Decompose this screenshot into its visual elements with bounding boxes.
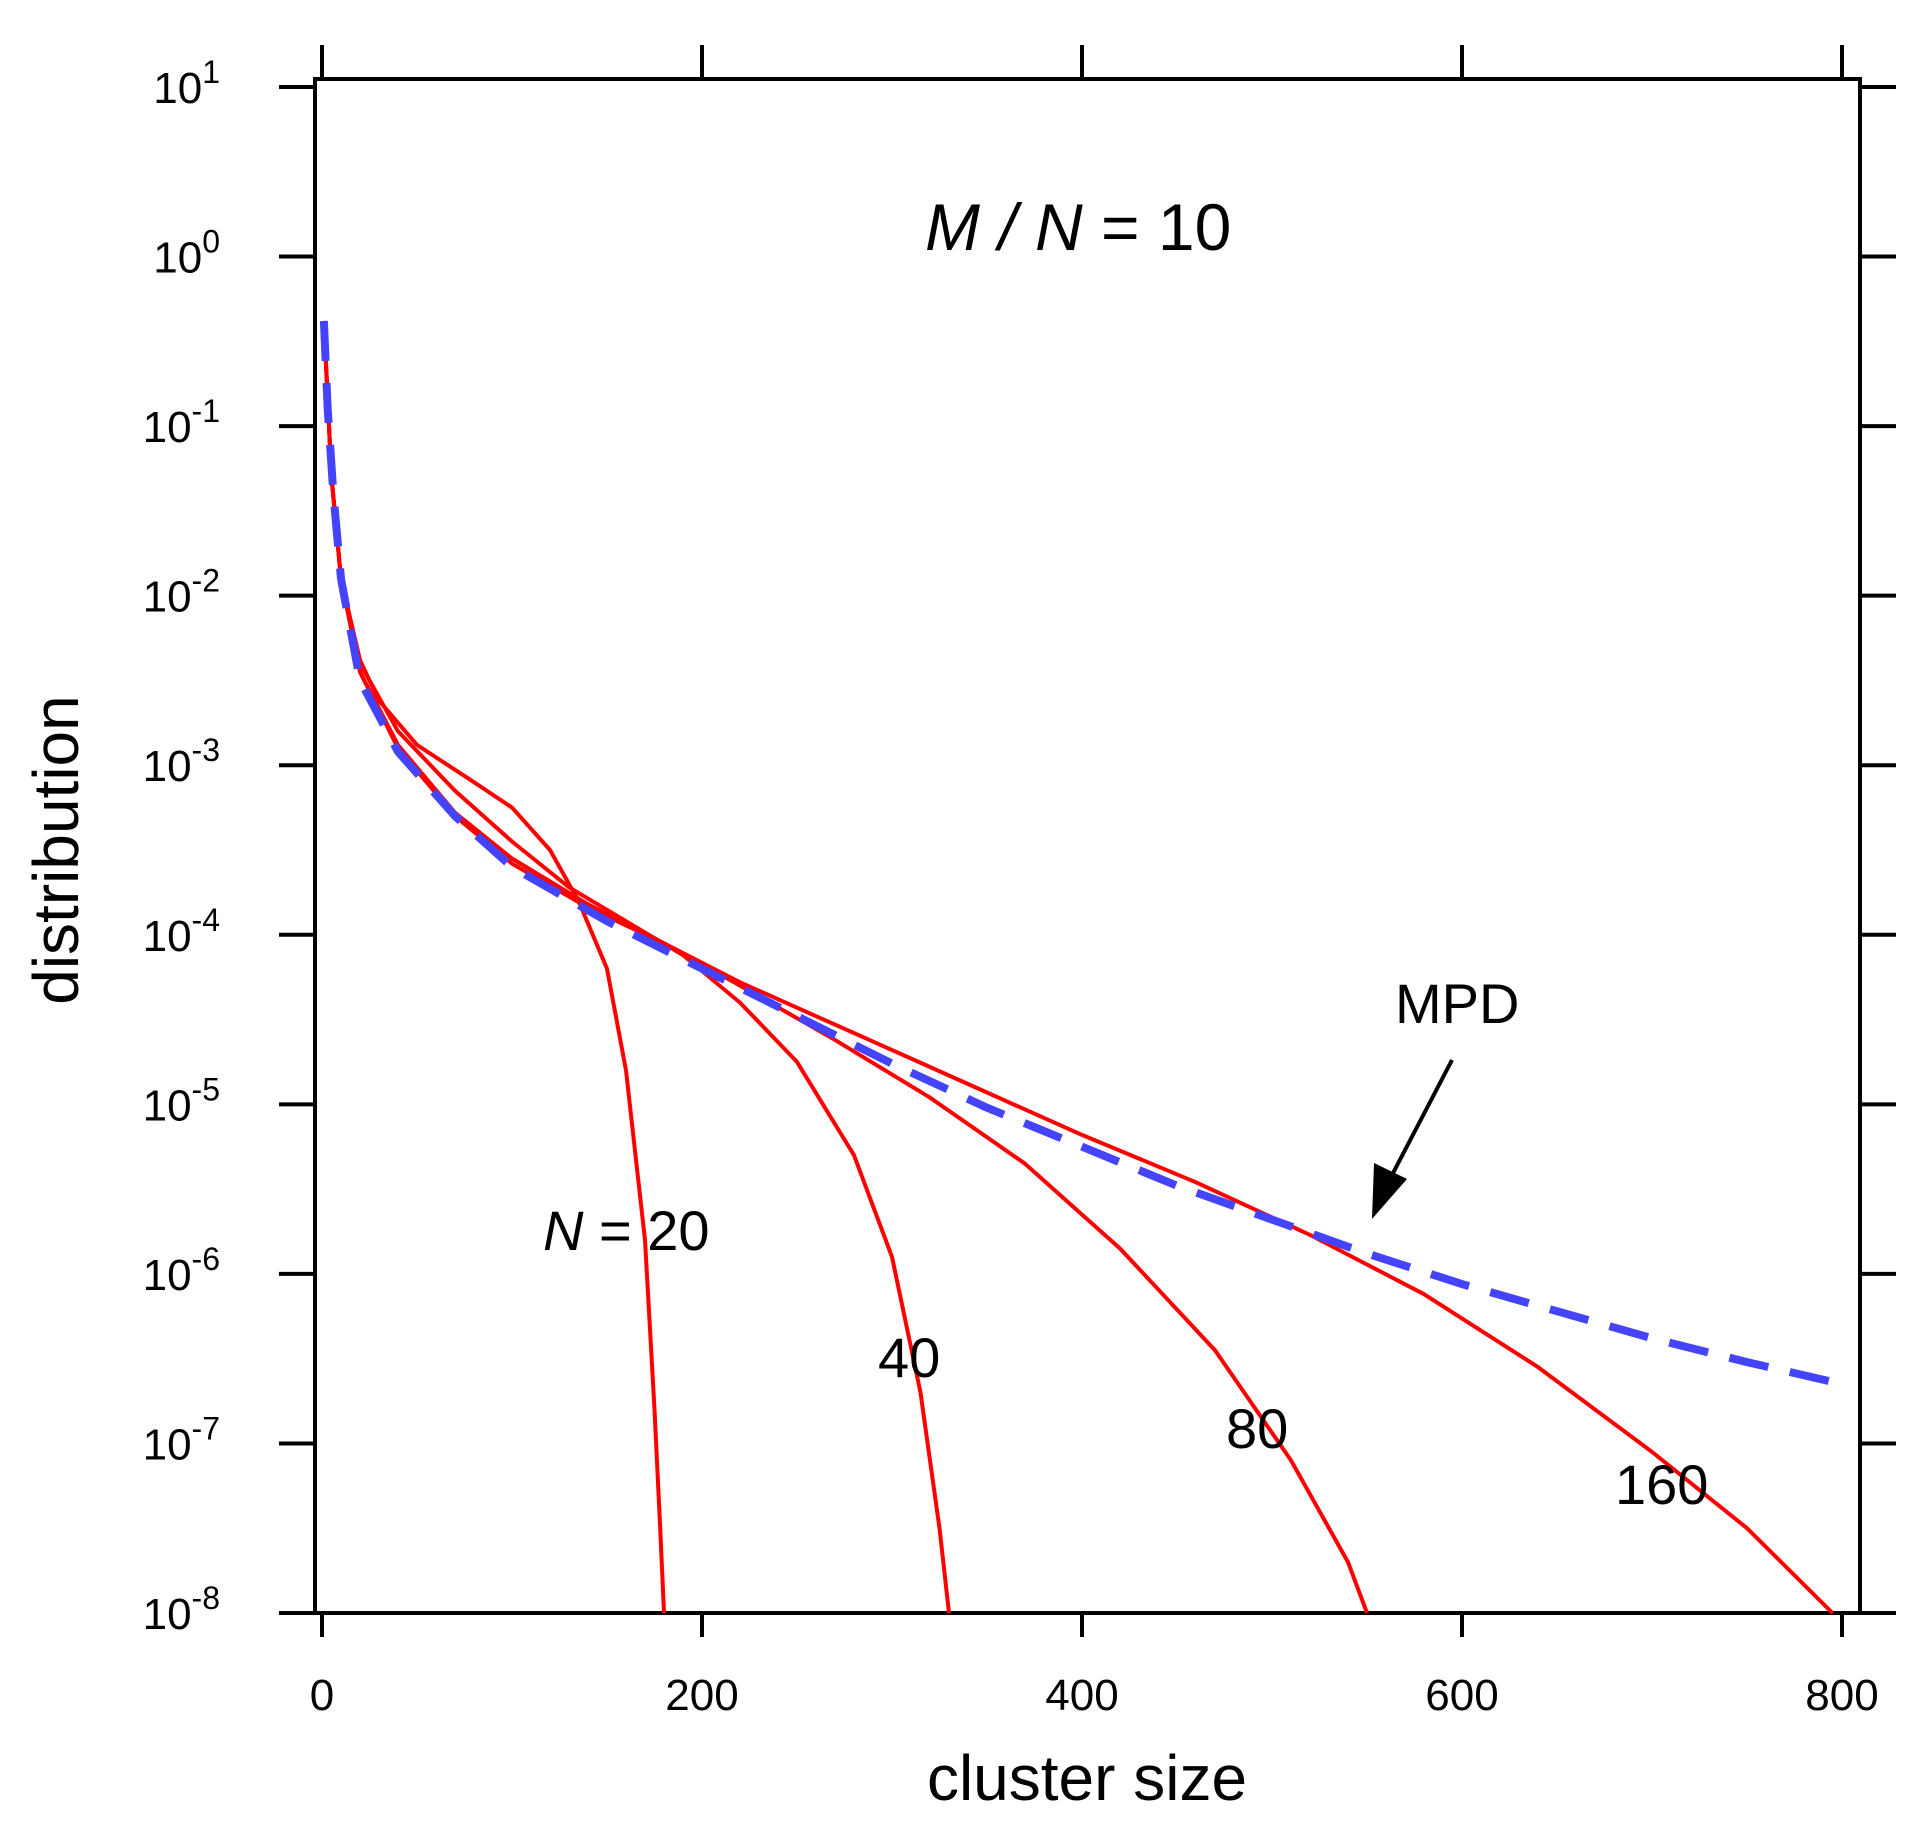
series-line-n-80 (321, 320, 1369, 1614)
x-tick-label: 400 (1045, 1671, 1118, 1720)
series (319, 320, 1843, 1615)
series-label-n160: 160 (1615, 1453, 1708, 1516)
ticks (279, 45, 1896, 1637)
y-tick-label: 10-1 (143, 393, 220, 452)
x-tick-label: 0 (310, 1671, 334, 1720)
y-tick-label: 10-8 (143, 1580, 220, 1639)
y-tick-label: 10-6 (143, 1241, 220, 1300)
y-axis-label: distribution (20, 695, 92, 1005)
chart-title: M / N = 10 (925, 190, 1231, 264)
series-line-mpd (319, 320, 1843, 1388)
series-line-n-160 (321, 320, 1834, 1615)
tick-labels: 0 200 400 600 800 101 100 10-1 10-2 10-3 10-4 10-5 1… (143, 54, 1879, 1720)
y-tick-label: 10-7 (143, 1410, 220, 1469)
series-line-n-40 (321, 320, 951, 1614)
x-tick-label: 200 (665, 1671, 738, 1720)
y-tick-label: 10-2 (143, 563, 220, 622)
y-tick-label: 10-4 (143, 902, 220, 961)
series-label-n80: 80 (1226, 1397, 1288, 1460)
series-label-n20: N = 20 (543, 1199, 710, 1262)
x-axis-label: cluster size (927, 1742, 1247, 1814)
x-tick-label: 600 (1425, 1671, 1498, 1720)
mpd-arrow (1372, 1059, 1454, 1219)
series-label-n40: 40 (878, 1326, 940, 1389)
series-line-n-20 (321, 320, 666, 1614)
y-tick-label: 10-5 (143, 1071, 220, 1130)
y-tick-label: 100 (153, 224, 220, 283)
mpd-label: MPD (1395, 972, 1519, 1035)
y-tick-label: 101 (153, 54, 220, 113)
y-tick-label: 10-3 (143, 732, 220, 791)
x-tick-label: 800 (1805, 1671, 1878, 1720)
plot-frame (313, 77, 1862, 1615)
